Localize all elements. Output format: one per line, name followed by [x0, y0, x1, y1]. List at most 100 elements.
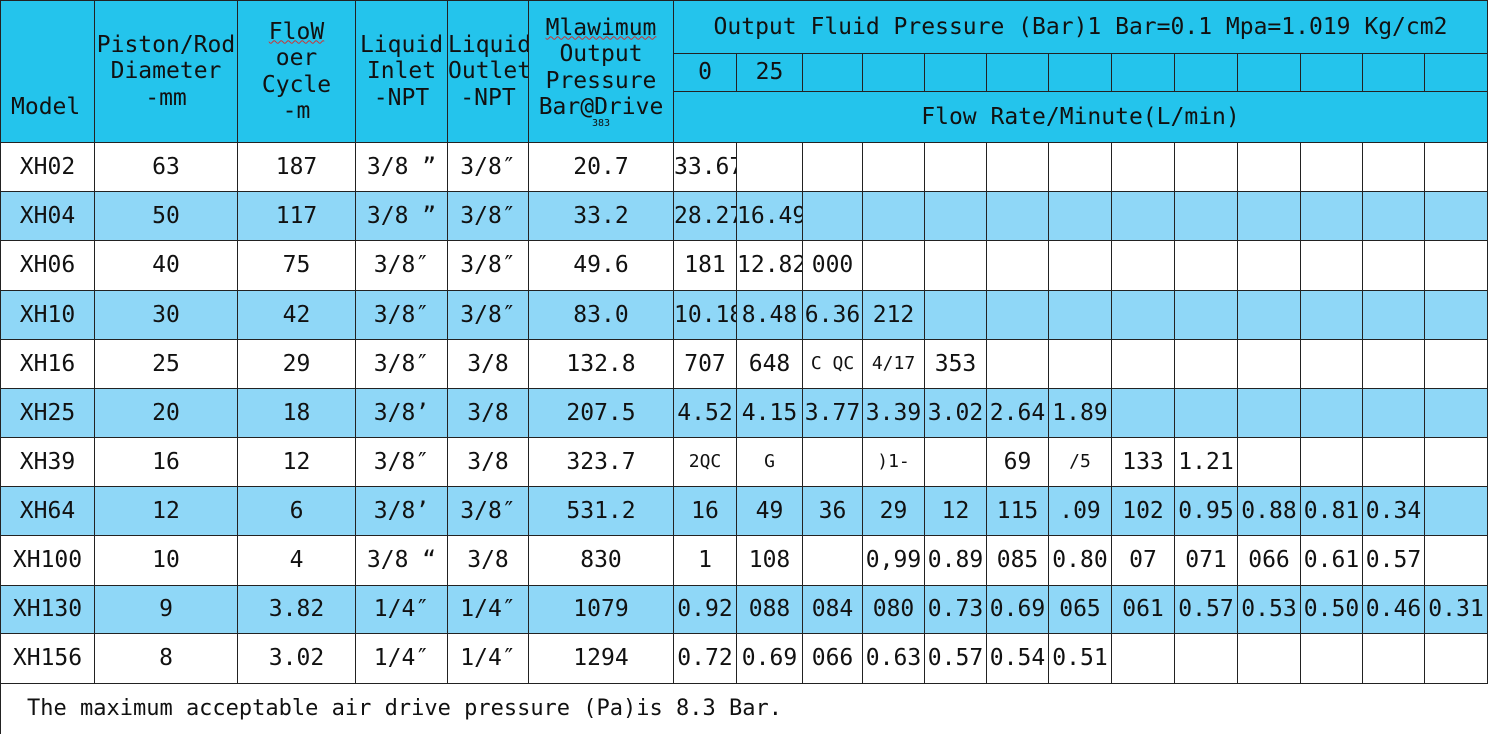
header-piston: Piston/Rod Diameter -mm: [94, 0, 238, 143]
cell-flow-rate: [1111, 388, 1175, 438]
cell-flow-rate: 12: [924, 486, 987, 536]
cell-flow-rate: [924, 191, 987, 241]
header-maxp-line: Pressure: [545, 67, 657, 94]
cell-flow-rate: 4.15: [736, 388, 803, 438]
cell-flow-rate: [1237, 388, 1301, 438]
cell-flow-rate: 2.64: [986, 388, 1049, 438]
cell-maxp: 83.0: [528, 290, 674, 340]
cell-flow-rate: [1362, 388, 1425, 438]
cell-flow-rate: 33.67: [673, 142, 737, 192]
cell-flow-rate: 0.63: [862, 633, 925, 684]
header-piston-line: Diameter: [110, 58, 222, 85]
cell-flow: 4: [237, 535, 356, 586]
cell-flow-rate: [1111, 339, 1175, 389]
header-flow-line: oer Cycle: [261, 45, 332, 98]
cell-flow-rate: [1237, 437, 1301, 487]
cell-outlet: 1/4″: [447, 633, 529, 684]
cell-flow-rate: 0.50: [1300, 585, 1363, 634]
cell-outlet: 3/8: [447, 535, 529, 586]
cell-flow-rate: 353: [924, 339, 987, 389]
cell-outlet: 3/8: [447, 437, 529, 487]
cell-flow-rate: 1.21: [1174, 437, 1238, 487]
cell-flow-rate: 0.57: [1362, 535, 1425, 586]
pressure-level-cell: 25: [736, 53, 803, 92]
cell-flow-rate: [1362, 191, 1425, 241]
header-row-3: Flow Rate/Minute(L/min): [1, 91, 1488, 143]
cell-flow: 3.02: [237, 633, 356, 684]
cell-flow-rate: 3.02: [924, 388, 987, 438]
cell-flow: 29: [237, 339, 356, 389]
cell-flow-rate: 108: [736, 535, 803, 586]
cell-flow-rate: 3.39: [862, 388, 925, 438]
cell-flow-rate: 16.49: [736, 191, 803, 241]
cell-inlet: 3/8 “: [355, 535, 448, 586]
pressure-level-cell: [1048, 53, 1112, 92]
cell-flow-rate: 0.51: [1048, 633, 1112, 684]
cell-flow-rate: [1424, 290, 1488, 340]
pressure-level-cell: [1174, 53, 1238, 92]
cell-piston: 8: [94, 633, 238, 684]
cell-flow-rate: 36: [802, 486, 863, 536]
cell-outlet: 3/8: [447, 339, 529, 389]
cell-maxp: 207.5: [528, 388, 674, 438]
cell-maxp: 830: [528, 535, 674, 586]
header-model: Model: [0, 0, 95, 143]
pressure-level-cell: [1362, 53, 1425, 92]
cell-flow-rate: [1424, 339, 1488, 389]
cell-outlet: 1/4″: [447, 585, 529, 634]
cell-flow-rate: 066: [1237, 535, 1301, 586]
cell-piston: 63: [94, 142, 238, 192]
cell-flow-rate: 10.18: [673, 290, 737, 340]
cell-flow-rate: [924, 240, 987, 291]
cell-flow-rate: 088: [736, 585, 803, 634]
cell-model: XH156: [0, 633, 95, 684]
table-row: XH25 20 18 3/8’ 3/8 207.5 4.52 4.15 3.77 3.39 3.02…: [0, 388, 1488, 438]
header-outlet-line: Outlet: [448, 58, 529, 85]
cell-flow-rate: 084: [802, 585, 863, 634]
header-inlet: Liquid Inlet -NPT: [355, 0, 448, 143]
cell-outlet: 3/8: [447, 388, 529, 438]
cell-model: XH02: [0, 142, 95, 192]
cell-flow-rate: [924, 437, 987, 487]
table-row: XH100 10 4 3/8 “3/8 830 1 108 0,99 0.89 085 0.80 07…: [0, 535, 1488, 586]
cell-flow-rate: [1111, 290, 1175, 340]
cell-flow-rate: [802, 142, 863, 192]
header-flow-rate: Flow Rate/Minute(L/min): [673, 91, 1488, 143]
cell-model: XH10: [0, 290, 95, 340]
cell-maxp: 33.2: [528, 191, 674, 241]
table-row: XH39 16 12 3/8″ 3/8 323.7 2QC G)1- 69/5 133 1.21: [0, 437, 1488, 487]
cell-piston: 25: [94, 339, 238, 389]
cell-outlet: 3/8″: [447, 486, 529, 536]
cell-flow-rate: [924, 290, 987, 340]
cell-flow: 75: [237, 240, 356, 291]
header-row-1: Model Piston/Rod Diameter -mm FloW oer C…: [0, 0, 1488, 143]
cell-flow-rate: [1424, 437, 1488, 487]
pressure-level-cell: [1111, 53, 1175, 92]
cell-flow: 187: [237, 142, 356, 192]
cell-flow-rate: G: [736, 437, 803, 487]
cell-flow: 6: [237, 486, 356, 536]
cell-flow-rate: 0,99: [862, 535, 925, 586]
cell-flow-rate: [1048, 339, 1112, 389]
cell-flow-rate: [1237, 290, 1301, 340]
header-maxp-line: 383: [591, 118, 611, 130]
cell-flow-rate: 4.52: [673, 388, 737, 438]
cell-flow-rate: 28.27: [673, 191, 737, 241]
cell-flow-rate: 707: [673, 339, 737, 389]
cell-maxp: 323.7: [528, 437, 674, 487]
cell-flow-rate: [1174, 388, 1238, 438]
cell-flow-rate: [1174, 191, 1238, 241]
cell-flow-rate: 3.77: [802, 388, 863, 438]
cell-flow-rate: [986, 191, 1049, 241]
cell-flow-rate: C QC: [802, 339, 863, 389]
cell-flow-rate: 0.72: [673, 633, 737, 684]
cell-flow: 42: [237, 290, 356, 340]
cell-flow-rate: 6.36: [802, 290, 863, 340]
cell-flow-rate: [1048, 240, 1112, 291]
cell-flow-rate: [924, 142, 987, 192]
cell-flow-rate: [1362, 437, 1425, 487]
cell-outlet: 3/8″: [447, 290, 529, 340]
cell-flow-rate: 0.46: [1362, 585, 1425, 634]
cell-inlet: 1/4″: [355, 633, 448, 684]
